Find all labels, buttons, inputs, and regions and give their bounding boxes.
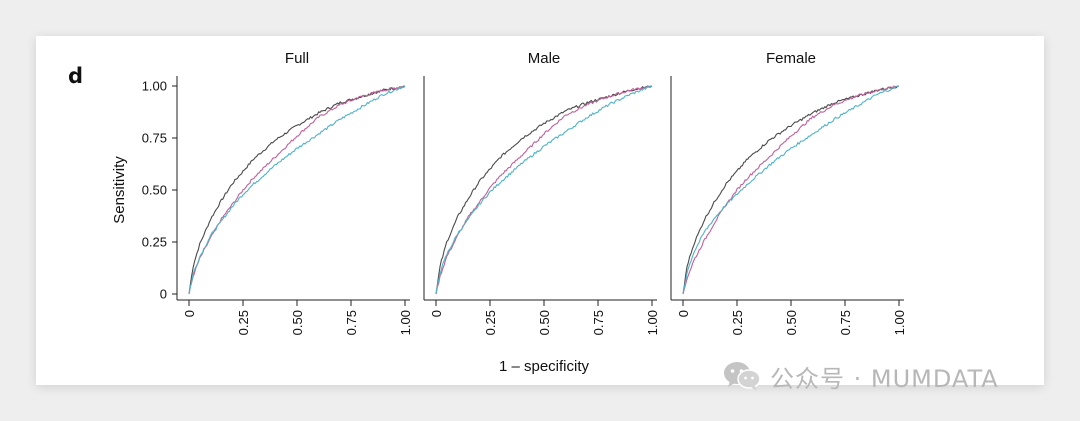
roc-line-cyan bbox=[188, 85, 406, 295]
x-tick-label: 0 bbox=[182, 310, 197, 317]
x-tick-label: 0.25 bbox=[483, 310, 498, 335]
y-tick-label: 0 bbox=[160, 287, 167, 302]
x-tick-label: 1.00 bbox=[398, 310, 413, 335]
x-tick-label: 1.00 bbox=[892, 310, 907, 335]
roc-line-magenta bbox=[682, 85, 900, 295]
y-tick-label: 1.00 bbox=[142, 79, 167, 94]
x-tick-label: 0.25 bbox=[236, 310, 251, 335]
roc-line-magenta bbox=[435, 85, 652, 295]
roc-line-dark bbox=[682, 85, 899, 295]
roc-line-cyan bbox=[682, 85, 899, 295]
wechat-icon bbox=[724, 362, 761, 391]
x-tick-label: 1.00 bbox=[645, 310, 660, 335]
x-tick-label: 0 bbox=[676, 310, 691, 317]
figure-card bbox=[36, 36, 1044, 385]
x-tick-label: 0 bbox=[429, 310, 444, 317]
x-tick-label: 0.75 bbox=[344, 310, 359, 335]
roc-line-cyan bbox=[435, 85, 653, 295]
y-tick-label: 0.50 bbox=[142, 183, 167, 198]
roc-line-dark bbox=[188, 85, 406, 295]
x-axis-label: 1 – specificity bbox=[499, 358, 590, 375]
x-tick-label: 0.75 bbox=[838, 310, 853, 335]
panel-letter: d bbox=[68, 64, 84, 88]
x-tick-label: 0.75 bbox=[591, 310, 606, 335]
panel-title: Full bbox=[285, 50, 309, 67]
x-tick-label: 0.50 bbox=[784, 310, 799, 335]
x-tick-label: 0.25 bbox=[730, 310, 745, 335]
y-tick-label: 0.25 bbox=[142, 235, 167, 250]
y-axis-label: Sensitivity bbox=[111, 156, 128, 224]
roc-line-dark bbox=[435, 85, 653, 295]
panel-title: Male bbox=[528, 50, 561, 67]
y-tick-label: 0.75 bbox=[142, 131, 167, 146]
watermark: 公众号 · MUMDATA bbox=[722, 358, 999, 394]
watermark-text: 公众号 · MUMDATA bbox=[770, 364, 999, 393]
x-tick-label: 0.50 bbox=[290, 310, 305, 335]
panel-title: Female bbox=[766, 50, 816, 67]
roc-line-magenta bbox=[188, 85, 406, 295]
x-tick-label: 0.50 bbox=[537, 310, 552, 335]
